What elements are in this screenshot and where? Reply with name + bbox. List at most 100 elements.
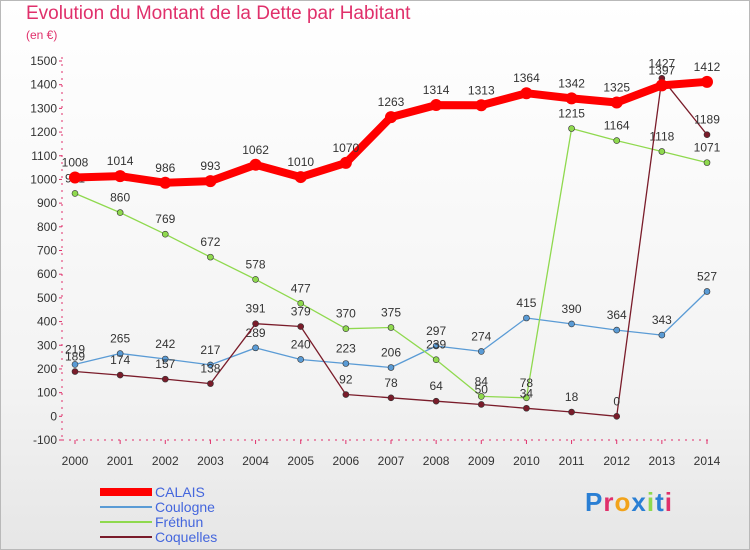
data-point-coulogne xyxy=(523,314,530,322)
y-tick-label: 200 xyxy=(37,362,57,376)
data-point-coulogne xyxy=(116,350,124,357)
y-tick-label: 800 xyxy=(37,220,57,234)
data-label-coulogne: 297 xyxy=(426,324,446,338)
data-label-coquelles: 92 xyxy=(339,373,353,387)
data-point-calais xyxy=(294,171,307,184)
legend-label-coquelles: Coquelles xyxy=(155,529,217,545)
y-tick-label: 600 xyxy=(37,267,57,281)
data-label-calais: 1263 xyxy=(378,95,405,109)
data-label-fr-thun: 1164 xyxy=(604,119,630,133)
data-point-coquelles xyxy=(252,320,259,327)
x-tick-label: 2012 xyxy=(603,454,630,468)
data-label-calais: 986 xyxy=(155,161,175,175)
data-label-calais: 1014 xyxy=(107,154,134,168)
y-tick-label: -100 xyxy=(33,433,57,447)
data-point-coquelles xyxy=(297,323,305,330)
data-point-calais xyxy=(249,158,262,171)
data-point-calais xyxy=(565,92,578,105)
data-point-fr-thun xyxy=(116,209,124,216)
y-tick-label: 400 xyxy=(37,315,57,329)
data-label-coulogne: 240 xyxy=(291,337,311,351)
data-label-coulogne: 343 xyxy=(652,313,672,327)
data-label-coulogne: 527 xyxy=(697,269,717,283)
data-label-coulogne: 219 xyxy=(65,342,85,356)
y-tick-label: 1400 xyxy=(30,78,57,92)
data-label-coulogne: 274 xyxy=(471,329,491,343)
data-point-coulogne xyxy=(207,361,214,369)
data-point-coquelles xyxy=(432,397,440,405)
data-point-calais xyxy=(655,79,668,92)
x-tick-label: 2006 xyxy=(333,454,360,468)
data-point-fr-thun xyxy=(387,324,395,331)
data-label-coulogne: 364 xyxy=(607,308,627,322)
data-point-calais xyxy=(385,111,397,124)
x-tick-label: 2003 xyxy=(197,454,224,468)
data-point-coquelles xyxy=(613,413,621,420)
data-label-coquelles: 0 xyxy=(613,394,620,408)
data-label-fr-thun: 1071 xyxy=(694,141,721,155)
data-label-coquelles: 157 xyxy=(155,357,175,371)
legend-label-fr-thun: Fréthun xyxy=(155,514,203,530)
data-label-calais: 1364 xyxy=(513,71,540,85)
y-tick-label: 1000 xyxy=(30,172,57,186)
data-point-coquelles xyxy=(116,371,124,379)
data-point-calais xyxy=(69,171,81,184)
y-tick-label: 1200 xyxy=(30,125,57,139)
data-label-calais: 1010 xyxy=(287,155,314,169)
data-point-fr-thun xyxy=(477,393,485,400)
data-label-coquelles: 379 xyxy=(291,305,311,319)
data-label-coquelles: 18 xyxy=(565,390,579,404)
data-point-coulogne xyxy=(613,326,621,334)
data-label-calais: 1325 xyxy=(603,80,630,94)
data-point-coulogne xyxy=(342,360,350,367)
data-label-coulogne: 242 xyxy=(155,337,175,351)
data-label-calais: 1397 xyxy=(649,63,676,77)
data-point-fr-thun xyxy=(297,300,305,307)
data-point-coquelles xyxy=(71,368,79,375)
data-label-calais: 1412 xyxy=(694,60,721,74)
y-tick-label: 900 xyxy=(37,196,57,210)
proxiti-logo: Proxiti xyxy=(585,487,673,517)
data-point-fr-thun xyxy=(613,137,621,144)
x-tick-label: 2001 xyxy=(107,454,134,468)
data-point-fr-thun xyxy=(342,325,350,332)
data-label-coquelles: 391 xyxy=(246,302,266,316)
x-tick-label: 2004 xyxy=(242,454,269,468)
x-tick-label: 2010 xyxy=(513,454,540,468)
data-label-calais: 993 xyxy=(200,159,220,173)
data-label-calais: 1008 xyxy=(62,156,89,170)
data-label-fr-thun: 239 xyxy=(426,338,446,352)
unit-label: (en €) xyxy=(26,28,58,42)
data-label-coulogne: 415 xyxy=(516,296,536,310)
data-point-fr-thun xyxy=(568,125,575,132)
data-point-calais xyxy=(610,96,623,109)
data-point-coquelles xyxy=(477,401,485,408)
data-point-coulogne xyxy=(658,331,666,339)
data-label-coquelles: 189 xyxy=(65,350,85,364)
data-label-coquelles: 50 xyxy=(475,382,489,396)
data-point-fr-thun xyxy=(252,276,259,283)
data-label-coulogne: 223 xyxy=(336,341,356,355)
data-point-fr-thun xyxy=(432,356,440,363)
y-tick-label: 1500 xyxy=(30,54,57,68)
data-point-coulogne xyxy=(297,356,305,363)
data-point-coquelles xyxy=(387,394,395,402)
data-point-coulogne xyxy=(568,320,575,328)
data-label-calais: 1062 xyxy=(242,143,269,157)
data-point-fr-thun xyxy=(658,148,666,155)
data-point-calais xyxy=(159,176,172,189)
data-label-fr-thun: 84 xyxy=(475,374,489,388)
legend-label-coulogne: Coulogne xyxy=(155,499,215,515)
data-point-coulogne xyxy=(71,361,79,368)
legend-label-calais: CALAIS xyxy=(155,484,205,500)
data-label-fr-thun: 860 xyxy=(110,191,130,205)
data-point-fr-thun xyxy=(703,159,711,166)
data-point-calais xyxy=(520,87,533,100)
data-label-coquelles: 1189 xyxy=(694,113,720,127)
data-point-fr-thun xyxy=(71,190,79,197)
x-tick-label: 2002 xyxy=(152,454,179,468)
y-tick-label: 1300 xyxy=(30,101,57,115)
data-point-coulogne xyxy=(387,364,395,371)
